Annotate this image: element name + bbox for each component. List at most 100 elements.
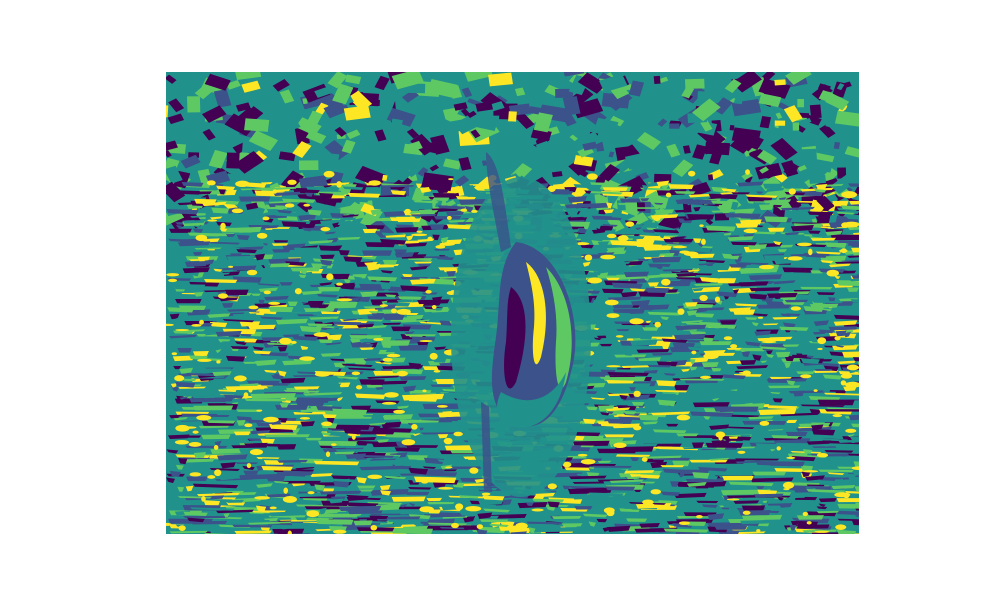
texture-patch — [464, 77, 485, 95]
texture-highlight — [605, 299, 619, 306]
texture-streak — [690, 357, 710, 363]
texture-streak — [589, 190, 623, 195]
texture-streak — [676, 433, 699, 437]
texture-streak — [322, 509, 340, 514]
texture-streak — [430, 384, 453, 387]
texture-patch — [816, 195, 835, 212]
texture-streak — [777, 497, 784, 501]
texture-streak — [379, 337, 392, 343]
texture-highlight — [813, 389, 818, 392]
texture-patch — [809, 104, 822, 119]
texture-streak — [835, 330, 847, 337]
texture-streak — [602, 526, 611, 532]
texture-streak — [197, 340, 213, 344]
texture-streak — [396, 299, 414, 304]
texture-streak — [196, 333, 206, 337]
texture-highlight — [201, 495, 206, 502]
texture-streak — [223, 246, 240, 252]
texture-streak — [818, 469, 854, 473]
texture-highlight — [191, 323, 202, 327]
texture-streak — [836, 211, 855, 215]
texture-streak — [194, 198, 217, 205]
texture-streak — [294, 440, 316, 444]
texture-highlight — [699, 224, 704, 227]
texture-streak — [724, 213, 750, 218]
texture-highlight — [617, 235, 629, 242]
texture-streak — [767, 292, 798, 298]
texture-streak — [602, 187, 629, 191]
texture-streak — [315, 325, 336, 329]
texture-patch — [844, 146, 859, 158]
texture-patch — [295, 117, 322, 136]
texture-streak — [572, 493, 601, 500]
image-texture — [166, 72, 859, 534]
texture-streak — [853, 461, 859, 467]
texture-streak — [818, 329, 835, 334]
texture-streak — [756, 304, 791, 309]
texture-streak — [187, 517, 205, 523]
texture-patch — [417, 167, 429, 177]
texture-streak — [222, 319, 255, 323]
texture-streak — [353, 520, 373, 526]
texture-highlight — [370, 524, 378, 531]
texture-streak — [287, 355, 302, 360]
texture-highlight — [299, 356, 315, 361]
texture-streak — [702, 337, 714, 344]
texture-streak — [169, 470, 181, 478]
texture-streak — [754, 330, 772, 336]
texture-streak — [607, 411, 614, 414]
texture-streak — [628, 252, 661, 258]
texture-highlight — [171, 352, 178, 356]
texture-streak — [284, 396, 298, 402]
texture-patch — [658, 76, 669, 84]
texture-streak — [854, 515, 859, 517]
texture-highlight — [174, 440, 189, 445]
texture-streak — [642, 421, 659, 425]
texture-streak — [365, 325, 388, 329]
texture-streak — [440, 236, 449, 244]
texture-streak — [802, 449, 813, 454]
texture-streak — [694, 313, 715, 318]
texture-patch — [563, 72, 585, 77]
texture-streak — [272, 249, 291, 253]
texture-streak — [849, 200, 859, 206]
texture-highlight — [168, 278, 178, 283]
texture-streak — [796, 515, 824, 520]
texture-streak — [363, 455, 395, 458]
texture-highlight — [435, 245, 446, 249]
texture-streak — [588, 521, 597, 527]
texture-patch — [374, 129, 387, 142]
texture-patch — [684, 78, 705, 89]
texture-streak — [293, 386, 320, 390]
texture-streak — [753, 493, 784, 498]
texture-streak — [739, 360, 757, 366]
texture-streak — [755, 460, 794, 467]
texture-streak — [654, 390, 688, 393]
texture-streak — [716, 291, 738, 298]
texture-streak — [717, 407, 758, 413]
texture-highlight — [299, 416, 311, 420]
texture-streak — [735, 222, 759, 228]
texture-highlight — [269, 506, 277, 510]
texture-streak — [769, 376, 792, 380]
texture-streak — [266, 443, 281, 447]
texture-streak — [356, 343, 374, 347]
texture-streak — [387, 519, 430, 522]
texture-streak — [582, 513, 608, 518]
texture-highlight — [726, 498, 740, 501]
texture-streak — [272, 528, 305, 534]
texture-streak — [851, 247, 859, 253]
texture-highlight — [445, 466, 453, 469]
texture-streak — [390, 528, 434, 534]
texture-streak — [276, 209, 292, 214]
texture-streak — [728, 481, 774, 487]
texture-streak — [849, 278, 859, 282]
texture-patch — [576, 168, 589, 178]
texture-patch — [245, 202, 259, 211]
texture-highlight — [268, 301, 280, 305]
texture-highlight — [336, 181, 342, 188]
texture-patch — [781, 160, 799, 177]
texture-patch — [729, 139, 750, 154]
texture-streak — [269, 186, 298, 191]
texture-patch — [657, 118, 668, 127]
